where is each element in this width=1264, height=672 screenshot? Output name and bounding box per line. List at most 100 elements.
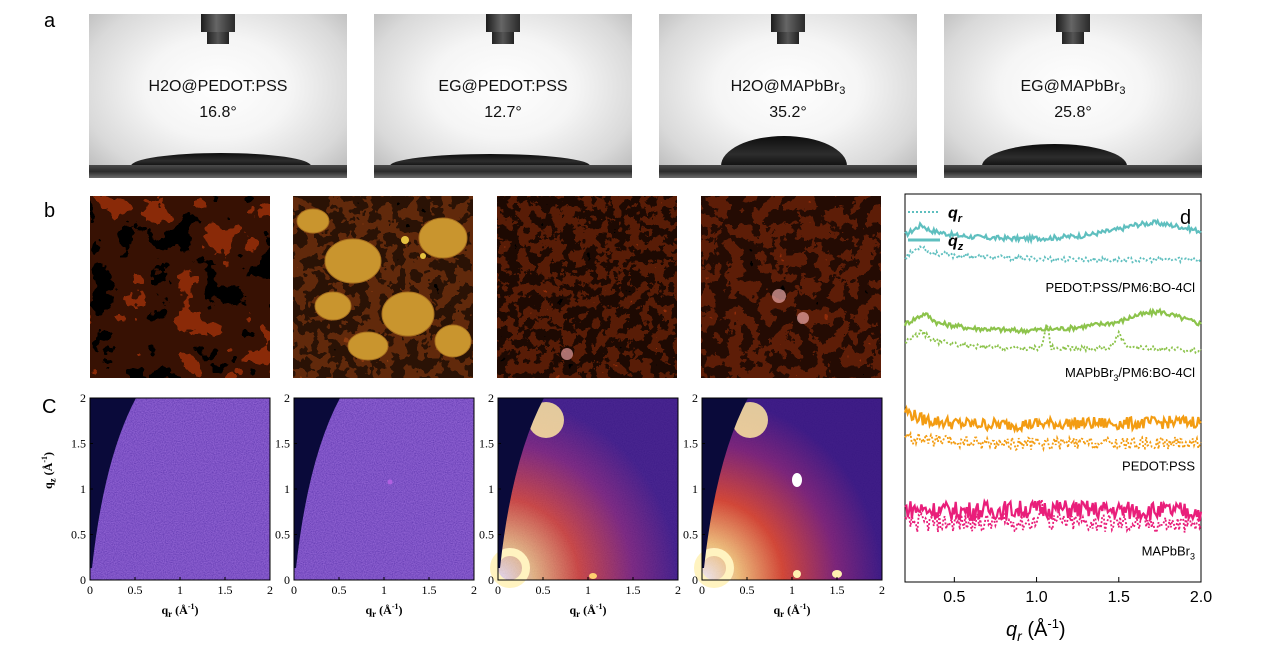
liquid-substrate-name: EG@PEDOT:PSS xyxy=(438,78,568,95)
series-qz-line xyxy=(903,404,1202,434)
line-xtick-label: 1.0 xyxy=(1025,589,1047,606)
giwaxs-panel: 00.511.520 0.5 1 1.5 2qr (Å-1)00.511.520 0.5 1… xyxy=(71,391,885,619)
series-qz-line xyxy=(903,307,1202,336)
contact-angle-image-4: EG@MAPbBr3 25.8° xyxy=(944,14,1202,178)
giwaxs-bragg-spot xyxy=(832,570,842,578)
xlabel-exp: -1 xyxy=(392,602,399,611)
angle-value: 35.2° xyxy=(769,104,807,121)
legend-qr-sub: r xyxy=(958,213,963,225)
giwaxs-xtick-label: 0 xyxy=(291,583,297,597)
giwaxs-map-1 xyxy=(89,397,271,581)
series-label-main: MAPbBr xyxy=(1142,544,1191,559)
xlabel-sub: r xyxy=(168,609,172,619)
giwaxs-ytick-label: 0.5 xyxy=(71,528,86,542)
needle-tip xyxy=(777,32,799,44)
afm-image-1 xyxy=(90,196,270,378)
giwaxs-xtick-label: 1 xyxy=(585,583,591,597)
series-qr-line xyxy=(904,430,1202,453)
giwaxs-map-2 xyxy=(293,397,475,581)
giwaxs-bragg-spot xyxy=(589,573,597,579)
giwaxs-ytick-label: 1 xyxy=(284,482,290,496)
giwaxs-missing-wedge xyxy=(294,398,340,568)
substrate xyxy=(374,165,632,178)
series-label-main: PEDOT:PSS/PM6:BO-4Cl xyxy=(1045,280,1195,295)
giwaxs-missing-wedge xyxy=(90,398,136,568)
giwaxs-ytick-label: 1.5 xyxy=(71,437,86,451)
series-label: MAPbBr3/PM6:BO-4Cl xyxy=(1065,365,1195,383)
subscript: 3 xyxy=(1119,85,1126,97)
droplet xyxy=(982,144,1127,166)
plot-frame xyxy=(904,193,1202,583)
xlabel-unit: (Å xyxy=(784,603,800,617)
xlabel-close: ) xyxy=(807,603,811,617)
needle-icon xyxy=(201,14,235,32)
needle-icon xyxy=(771,14,805,32)
giwaxs-ytick-label: 0.5 xyxy=(683,528,698,542)
line-xtick-label: 0.5 xyxy=(943,589,965,606)
giwaxs-ytick-label: 1 xyxy=(80,482,86,496)
legend: qr qz xyxy=(908,205,964,253)
xlabel-close: ) xyxy=(399,603,403,617)
series-qz-line xyxy=(904,498,1203,523)
panel-label-d: d xyxy=(1180,207,1191,229)
line-xtick-label: 2.0 xyxy=(1190,589,1212,606)
giwaxs-xtick-label: 0.5 xyxy=(128,583,143,597)
series-label-tail: /PM6:BO-4Cl xyxy=(1118,365,1195,380)
giwaxs-xtick-label: 1.5 xyxy=(830,583,845,597)
droplet xyxy=(390,154,590,166)
xlabel-exp: -1 xyxy=(1047,616,1059,631)
xlabel-exp: -1 xyxy=(188,602,195,611)
series-qr-line xyxy=(904,320,1202,355)
xlabel-unit: (Å xyxy=(1022,618,1048,641)
giwaxs-xlabel: qr (Å-1) xyxy=(569,602,606,619)
needle-icon xyxy=(486,14,520,32)
legend-qr-label: qr xyxy=(948,205,963,225)
giwaxs-xtick-label: 0.5 xyxy=(536,583,551,597)
xlabel-unit: (Å xyxy=(376,603,392,617)
series-qr-line xyxy=(904,244,1202,265)
giwaxs-bragg-spot xyxy=(387,479,393,485)
giwaxs-xtick-label: 2 xyxy=(267,583,273,597)
line-xlabel: qr (Å-1) xyxy=(1006,616,1066,644)
xlabel-main: q xyxy=(365,603,372,617)
afm-image-3 xyxy=(497,196,677,378)
series-label-sub: 3 xyxy=(1190,552,1195,562)
liquid-substrate-name: H2O@MAPbBr xyxy=(730,78,840,95)
xlabel-main: q xyxy=(1006,619,1017,641)
giwaxs-ytick-label: 0 xyxy=(80,573,86,587)
giwaxs-xtick-label: 2 xyxy=(879,583,885,597)
liquid-substrate-name: EG@MAPbBr xyxy=(1020,78,1120,95)
contact-angle-label: H2O@MAPbBr3 35.2° xyxy=(659,76,917,124)
giwaxs-xtick-label: 0 xyxy=(495,583,501,597)
panel-label-b: b xyxy=(44,200,56,222)
substrate xyxy=(659,165,917,178)
droplet xyxy=(721,136,847,166)
giwaxs-ytick-label: 0 xyxy=(692,573,698,587)
xlabel-unit: (Å xyxy=(172,603,188,617)
afm-image-4 xyxy=(701,196,881,378)
giwaxs-xlabel: qr (Å-1) xyxy=(365,602,402,619)
giwaxs-xtick-label: 0.5 xyxy=(740,583,755,597)
series-label-sub: 3 xyxy=(1113,373,1118,383)
giwaxs-xtick-label: 1 xyxy=(789,583,795,597)
contact-angle-image-2: EG@PEDOT:PSS 12.7° xyxy=(374,14,632,178)
giwaxs-ytick-label: 1.5 xyxy=(275,437,290,451)
xlabel-sub: r xyxy=(1017,628,1023,644)
subscript: 3 xyxy=(839,85,846,97)
giwaxs-xlabel: qr (Å-1) xyxy=(161,602,198,619)
droplet xyxy=(131,153,311,166)
xlabel-close: ) xyxy=(1059,619,1066,641)
xlabel-main: q xyxy=(569,603,576,617)
angle-value: 12.7° xyxy=(484,104,522,121)
giwaxs-xtick-label: 0 xyxy=(699,583,705,597)
giwaxs-xtick-label: 2 xyxy=(471,583,477,597)
angle-value: 16.8° xyxy=(199,104,237,121)
giwaxs-ytick-label: 2 xyxy=(284,391,290,405)
needle-icon xyxy=(1056,14,1090,32)
panel-label-a: a xyxy=(44,10,56,32)
giwaxs-missing-wedge xyxy=(702,398,748,568)
giwaxs-xlabel: qr (Å-1) xyxy=(773,602,810,619)
giwaxs-map-3 xyxy=(490,397,679,588)
giwaxs-xtick-label: 1.5 xyxy=(218,583,233,597)
legend-qz-sub: z xyxy=(957,241,964,253)
